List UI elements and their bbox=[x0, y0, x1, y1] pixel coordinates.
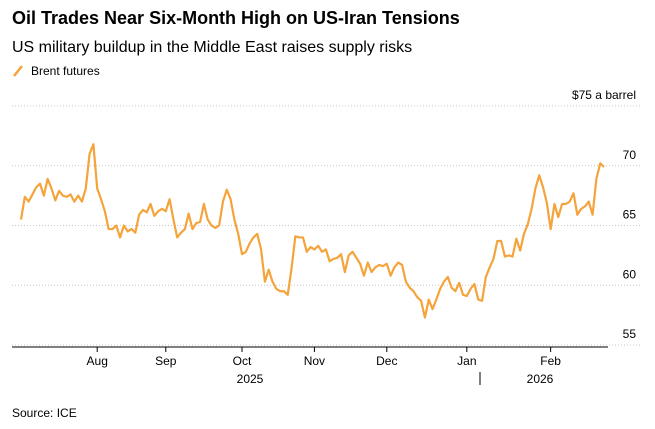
legend-swatch bbox=[13, 65, 23, 77]
x-tick-label: Oct bbox=[233, 354, 252, 368]
x-tick-label: Sep bbox=[155, 354, 177, 368]
x-tick-label: Jan bbox=[457, 354, 476, 368]
legend-label: Brent futures bbox=[31, 64, 100, 78]
series-line bbox=[19, 143, 605, 319]
chart-title: Oil Trades Near Six-Month High on US-Ira… bbox=[12, 8, 460, 28]
x-tick-label: Aug bbox=[87, 354, 108, 368]
x-tick-label: Nov bbox=[304, 354, 325, 368]
source: Source: ICE bbox=[12, 406, 77, 420]
y-tick-label: 55 bbox=[623, 327, 637, 341]
y-tick-label: 70 bbox=[623, 148, 637, 162]
year-label: 2025 bbox=[237, 372, 264, 386]
y-tick-label: 60 bbox=[623, 267, 637, 281]
chart-subtitle: US military buildup in the Middle East r… bbox=[12, 39, 412, 56]
x-tick-label: Dec bbox=[376, 354, 397, 368]
x-tick-label: Feb bbox=[540, 354, 561, 368]
year-label: 2026 bbox=[527, 372, 554, 386]
y-tick-label: $75 a barrel bbox=[572, 88, 636, 102]
y-tick-label: 65 bbox=[623, 208, 637, 222]
